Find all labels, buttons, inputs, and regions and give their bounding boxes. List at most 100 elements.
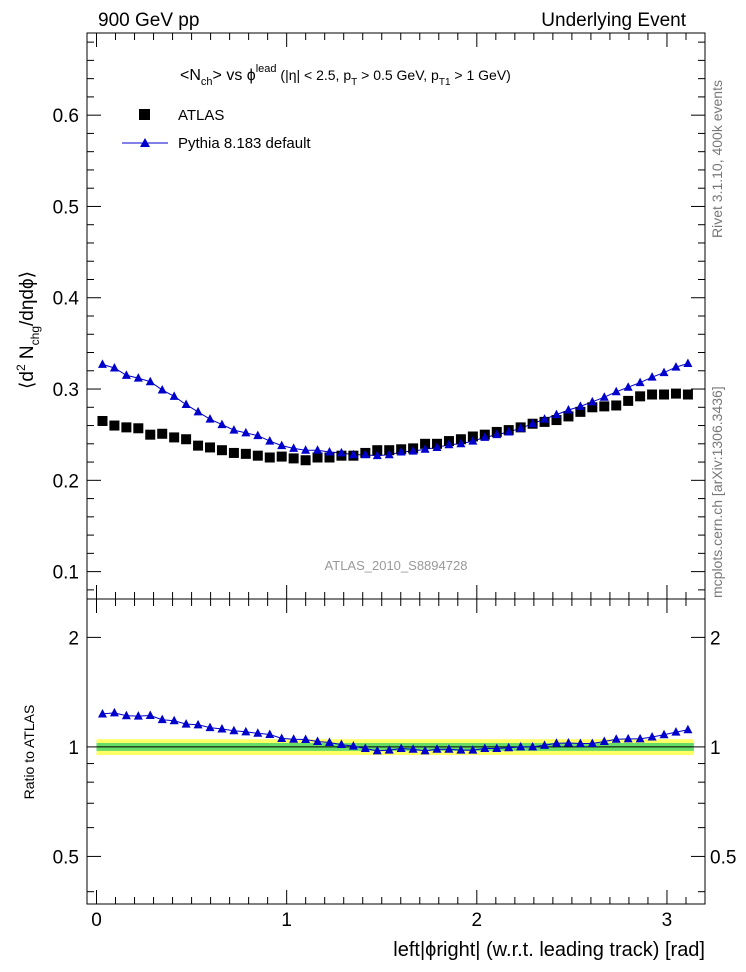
atlas-point — [193, 440, 204, 451]
atlas-point — [300, 455, 311, 466]
ratio-y-tick-label: 0.5 — [53, 847, 79, 868]
pythia-ratio-point — [301, 734, 311, 743]
pythia-ratio-point — [133, 711, 143, 720]
atlas-point — [252, 450, 263, 461]
pythia-point — [336, 447, 346, 457]
pythia-ratio-point — [324, 737, 334, 747]
atlas-point — [312, 452, 323, 463]
pythia-ratio-point — [97, 708, 107, 718]
pythia-point — [133, 373, 143, 382]
pythia-point — [372, 450, 382, 460]
pythia-ratio-point — [253, 728, 263, 737]
main-y-tick-label: 0.3 — [53, 380, 79, 401]
pythia-point — [121, 370, 131, 379]
ratio-y-tick-label: 2 — [68, 628, 79, 649]
pythia-ratio-point — [289, 734, 299, 743]
legend-pythia-marker — [140, 138, 150, 147]
pythia-point — [659, 367, 669, 377]
atlas-point — [169, 432, 180, 443]
pythia-point — [265, 436, 275, 445]
pythia-ratio-point — [157, 714, 167, 724]
pythia-point — [528, 418, 538, 428]
pythia-ratio-point — [528, 741, 538, 751]
pythia-ratio-point — [587, 738, 597, 747]
pythia-ratio-point — [432, 744, 442, 753]
pythia-point — [109, 363, 119, 372]
ratio-y-tick-label: 1 — [68, 738, 79, 759]
pythia-ratio-point — [671, 727, 681, 736]
pythia-point — [301, 445, 311, 454]
pythia-ratio-point — [277, 733, 287, 742]
pythia-point — [623, 382, 633, 391]
pythia-ratio-point — [647, 731, 657, 741]
atlas-point — [205, 442, 216, 453]
pythia-ratio-point — [229, 725, 239, 735]
pythia-ratio-point — [492, 743, 502, 752]
pythia-ratio-point — [480, 743, 490, 752]
pythia-ratio-point — [563, 738, 573, 747]
main-y-tick-label: 0.4 — [53, 289, 80, 310]
main-y-tick-label: 0.1 — [53, 563, 79, 584]
pythia-point — [611, 386, 621, 396]
pythia-ratio-point — [683, 724, 693, 734]
pythia-point — [420, 444, 430, 453]
atlas-point — [647, 389, 658, 400]
pythia-point — [97, 359, 107, 368]
pythia-point — [384, 449, 394, 459]
pythia-point — [551, 409, 561, 419]
atlas-point — [288, 453, 299, 464]
atlas-point — [682, 389, 693, 400]
pythia-point — [289, 443, 299, 452]
pythia-point — [313, 445, 323, 454]
legend-atlas-label: ATLAS — [178, 107, 224, 124]
pythia-ratio-point — [551, 738, 561, 747]
ratio-panel-frame — [86, 598, 706, 905]
atlas-point — [324, 452, 335, 463]
atlas-point — [109, 420, 120, 431]
pythia-point — [157, 384, 167, 394]
pythia-point — [587, 396, 597, 406]
ratio-y-tick-label-right: 0.5 — [710, 847, 736, 868]
pythia-point — [456, 438, 466, 448]
atlas-point — [587, 402, 598, 413]
x-tick-label: 2 — [472, 910, 483, 931]
pythia-point — [444, 439, 454, 449]
atlas-point — [145, 429, 156, 440]
atlas-point — [659, 389, 670, 400]
main-y-axis-label: ⟨d2 Nchg/dηdϕ⟩ — [14, 271, 42, 389]
legend-atlas-marker — [139, 109, 150, 120]
pythia-ratio-point — [575, 738, 585, 747]
atlas-point — [240, 448, 251, 459]
pythia-ratio-point — [611, 734, 621, 743]
pythia-point — [635, 377, 645, 387]
pythia-point — [540, 414, 550, 423]
pythia-point — [277, 440, 287, 450]
pythia-ratio-point — [396, 743, 406, 752]
pythia-point — [408, 446, 418, 455]
atlas-point — [575, 406, 586, 417]
pythia-ratio-point — [181, 719, 191, 728]
analysis-watermark: ATLAS_2010_S8894728 — [325, 558, 468, 573]
header-left-label: 900 GeV pp — [98, 10, 199, 31]
pythia-point — [348, 449, 358, 459]
pythia-ratio-point — [408, 744, 418, 753]
pythia-ratio-point — [504, 742, 514, 752]
pythia-point — [193, 406, 203, 416]
rivet-side-label: Rivet 3.1.10, 400k events — [709, 80, 725, 238]
header-right-label: Underlying Event — [541, 10, 686, 31]
atlas-point — [670, 388, 681, 399]
x-axis-label: left|ϕright| (w.r.t. leading track) [rad… — [393, 939, 705, 961]
pythia-point — [229, 425, 239, 434]
atlas-point — [599, 401, 610, 412]
atlas-point — [133, 423, 144, 434]
atlas-point — [157, 428, 168, 439]
x-tick-label: 3 — [662, 910, 673, 931]
legend-pythia-label: Pythia 8.183 default — [178, 135, 311, 152]
pythia-point — [241, 427, 251, 437]
pythia-ratio-point — [384, 745, 394, 754]
pythia-ratio-point — [372, 745, 382, 755]
pythia-ratio-point — [468, 745, 478, 754]
legend: ATLAS Pythia 8.183 default — [122, 107, 311, 152]
pythia-ratio-point — [336, 739, 346, 749]
